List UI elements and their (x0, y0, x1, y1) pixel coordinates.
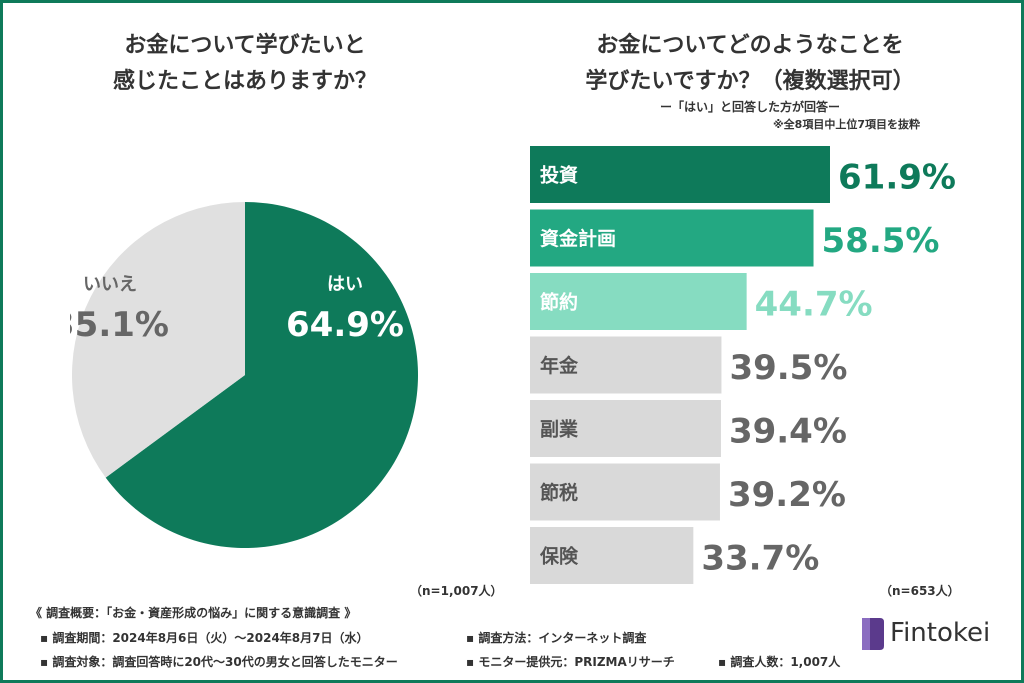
pie-slice-no (71, 202, 245, 478)
bar-3 (530, 273, 747, 330)
survey-provider: モニター提供元：PRIZMAリサーチ (466, 653, 674, 670)
bar-title-line-1: お金についてどのようなことを (596, 33, 904, 58)
bar-chart-subnote: ※全8項目中上位7項目を抜粋 (772, 118, 920, 131)
bar-category-label-5: 副業 (540, 418, 579, 441)
bar-chart-subtitle: ー「はい」と回答した方が回答ー (659, 100, 840, 114)
bar-chart: 投資 61.9% 資金計画 58.5% 節約 44.7% 年金 39.5% 副業 39.4% 節税 3… (530, 146, 956, 584)
pie-chart: はい 64.9% いいえ 35.1% (70, 202, 418, 548)
pie-title-line-2: 感じたことはありますか？ (112, 69, 377, 94)
bar-category-label-1: 投資 (540, 164, 578, 187)
fintokei-logo-icon (862, 618, 884, 650)
bar-2 (530, 209, 814, 267)
bar-category-label-7: 保険 (539, 545, 579, 568)
bar-value-label-5: 39.4% (729, 412, 847, 452)
bar-6 (530, 463, 720, 521)
pie-value-no: 35.1% (70, 305, 169, 345)
bar-category-label-3: 節約 (540, 291, 578, 314)
pie-label-no: いいえ (83, 274, 137, 295)
bar-5 (530, 400, 721, 457)
bar-value-label-2: 58.5% (822, 221, 940, 261)
pie-title-line-1: お金について学びたいと (124, 33, 366, 58)
bar-title-line-2: 学びたいですか？（複数選択可） (585, 69, 915, 94)
bar-category-label-4: 年金 (540, 354, 579, 377)
bar-sample-size: （n=653人） (880, 584, 960, 598)
pie-chart-title: お金について学びたいと 感じたことはありますか？ (70, 28, 420, 100)
pie-value-yes: 64.9% (286, 305, 404, 345)
bar-value-label-1: 61.9% (838, 158, 956, 198)
bar-category-label-2: 資金計画 (540, 227, 616, 250)
bar-category-label-6: 節税 (540, 481, 578, 504)
pie-slice-yes (105, 202, 418, 548)
bar-value-label-6: 39.2% (728, 475, 846, 515)
fintokei-logo-text: Fintokei (890, 618, 991, 648)
bar-value-label-3: 44.7% (755, 285, 873, 325)
survey-summary-title: 《 調査概要：「お金・資産形成の悩み」に関する意識調査 》 (30, 606, 357, 620)
survey-target: 調査対象：調査回答時に20代〜30代の男女と回答したモニター (40, 653, 397, 670)
bar-chart-title: お金についてどのようなことを 学びたいですか？（複数選択可） (540, 28, 960, 100)
bar-1 (530, 146, 830, 203)
bar-value-label-4: 39.5% (729, 348, 847, 388)
survey-method: 調査方法：インターネット調査 (466, 629, 646, 646)
pie-label-yes: はい (327, 274, 363, 295)
bar-7 (530, 527, 694, 584)
survey-count: 調査人数：1,007人 (718, 653, 840, 670)
bar-4 (530, 336, 722, 394)
bar-value-label-7: 33.7% (701, 539, 819, 579)
fintokei-logo: Fintokei (858, 612, 1008, 656)
survey-period: 調査期間：2024年8月6日（火）〜2024年8月7日（水） (40, 629, 368, 646)
pie-sample-size: （n=1,007人） (410, 584, 503, 598)
